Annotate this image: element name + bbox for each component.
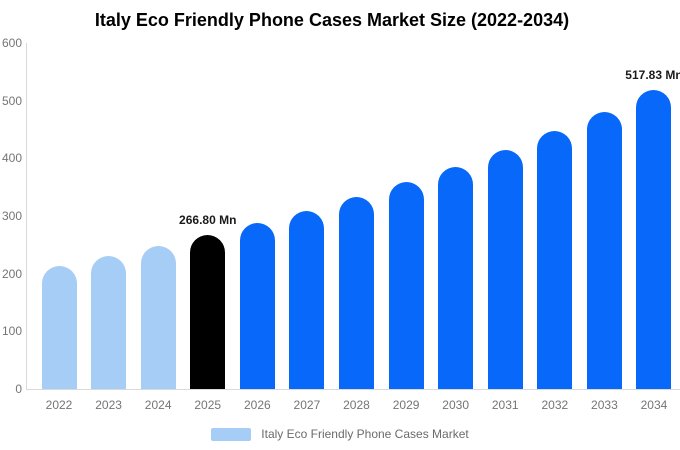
legend-label: Italy Eco Friendly Phone Cases Market: [261, 427, 469, 441]
y-tick-label: 400: [1, 151, 22, 166]
x-tick-label-2031: 2031: [491, 398, 519, 412]
x-tick-label-2024: 2024: [144, 398, 172, 412]
bar-2027[interactable]: [289, 210, 325, 389]
x-axis-line: [26, 389, 680, 390]
y-tick-label: 300: [1, 209, 22, 223]
bar-2025[interactable]: [190, 235, 226, 389]
bar-2022[interactable]: [41, 265, 77, 389]
bar-2028[interactable]: [338, 197, 374, 389]
y-tick-label: 600: [1, 36, 22, 50]
bar-value-label-2034: 517.83 Mn: [625, 68, 680, 83]
x-tick-label-2032: 2032: [541, 398, 569, 412]
bar-2034[interactable]: [636, 90, 672, 389]
bar-2033[interactable]: [586, 111, 622, 389]
bar-2030[interactable]: [438, 166, 474, 389]
bar-2024[interactable]: [140, 246, 176, 389]
chart-title: Italy Eco Friendly Phone Cases Market Si…: [94, 10, 570, 30]
x-tick-label-2026: 2026: [243, 398, 271, 412]
legend-swatch: [211, 427, 252, 441]
y-tick-label: 500: [1, 93, 22, 108]
x-tick-label-2022: 2022: [45, 398, 73, 412]
x-tick-label-2034: 2034: [640, 398, 668, 412]
bar-value-label-2025: 266.80 Mn: [179, 213, 237, 228]
y-tick-label: 100: [1, 324, 22, 339]
y-tick-label: 200: [1, 266, 22, 281]
bar-2029[interactable]: [388, 182, 424, 389]
x-tick-label-2033: 2033: [591, 398, 618, 412]
x-tick-label-2029: 2029: [392, 398, 420, 412]
bar-2026[interactable]: [239, 223, 275, 389]
y-tick-label: 0: [15, 382, 22, 396]
x-tick-label-2025: 2025: [194, 398, 222, 412]
bar-2023[interactable]: [91, 256, 127, 389]
y-axis-line: [26, 43, 27, 389]
x-tick-label-2028: 2028: [343, 398, 370, 412]
x-tick-label-2027: 2027: [293, 398, 321, 412]
legend-item[interactable]: Italy Eco Friendly Phone Cases Market: [0, 426, 680, 442]
x-tick-label-2030: 2030: [442, 398, 469, 412]
x-tick-label-2023: 2023: [95, 398, 122, 412]
bar-2032[interactable]: [537, 131, 573, 389]
bar-2031[interactable]: [487, 149, 523, 389]
